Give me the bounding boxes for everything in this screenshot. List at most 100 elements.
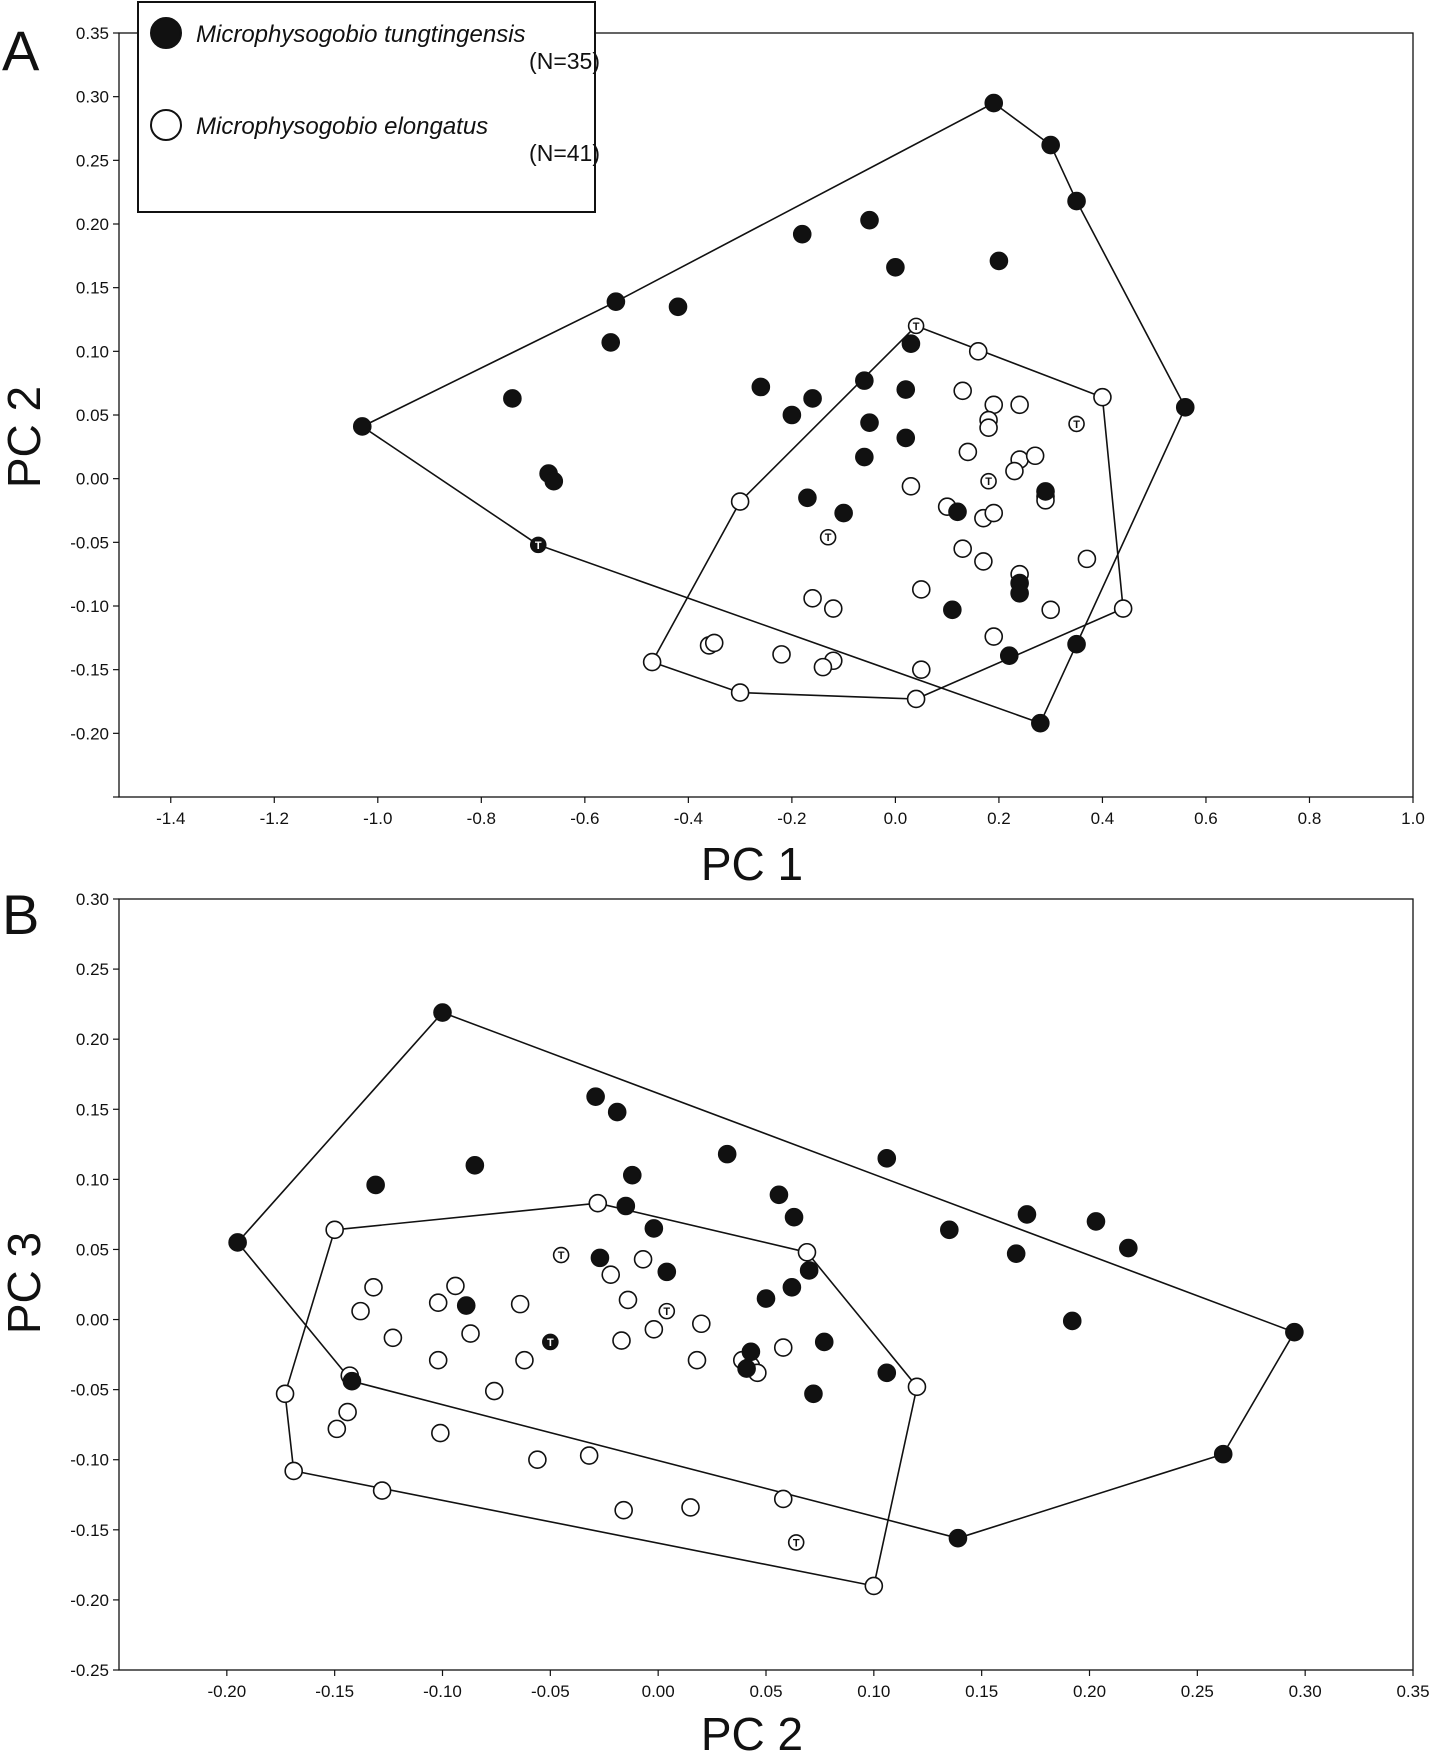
data-point-open: [803, 589, 822, 608]
data-point-filled: [814, 1332, 834, 1352]
data-point-filled: [751, 377, 771, 397]
data-point-filled: [1062, 1311, 1082, 1331]
x-tick-label: -0.20: [207, 1682, 246, 1701]
y-tick-label: 0.30: [76, 88, 109, 107]
y-tick-label: 0.20: [76, 1030, 109, 1049]
data-point-open: [1093, 387, 1112, 407]
data-point-filled: [544, 471, 564, 491]
data-point-filled: [1017, 1205, 1037, 1224]
data-point-filled: [1031, 713, 1050, 733]
data-point-filled: [503, 389, 522, 408]
y-tick-label: -0.25: [70, 1661, 109, 1680]
data-point-filled: [741, 1342, 761, 1362]
data-point-filled: [877, 1149, 897, 1168]
data-point-filled: [943, 600, 962, 620]
y-tick-label: 0.00: [76, 1311, 109, 1330]
data-point-open: [431, 1423, 450, 1443]
data-point-filled: [465, 1156, 485, 1175]
x-axis-title: PC 2: [701, 1708, 803, 1751]
type-specimen-label: T: [825, 532, 832, 544]
y-tick-label: 0.20: [76, 215, 109, 234]
y-tick-label: -0.20: [70, 1591, 109, 1610]
data-point-open: [351, 1301, 370, 1321]
type-specimen-point-open: [552, 1246, 570, 1264]
data-point-filled: [622, 1165, 642, 1185]
data-point-open: [515, 1350, 534, 1370]
x-tick-label: -0.15: [315, 1682, 354, 1701]
data-point-open: [958, 442, 978, 462]
data-point-filled: [769, 1185, 789, 1205]
data-point-filled: [657, 1262, 677, 1282]
data-point-open: [907, 1377, 927, 1397]
data-point-open: [325, 1220, 344, 1240]
data-point-open: [601, 1265, 621, 1284]
type-specimen-point-open: [907, 317, 925, 335]
data-point-open: [364, 1278, 383, 1297]
data-point-open: [979, 418, 998, 438]
panel-a: A -1.4 -1.2 -1.0 -0.8 -0.6 -0.4 -0.2 0.0 0.2 0.4 0.…: [0, 1, 1425, 890]
type-specimen-point-open: [1068, 415, 1085, 433]
x-tick-label: -0.2: [777, 809, 806, 828]
data-point-open: [730, 492, 750, 511]
x-tick-label: 0.0: [884, 809, 908, 828]
data-point-filled: [1010, 583, 1029, 603]
data-point-open: [1113, 599, 1133, 618]
hull-tungtingensis: [236, 1011, 1296, 1539]
type-specimen-point-open: [787, 1534, 805, 1551]
data-point-open: [614, 1500, 633, 1520]
data-point-open: [823, 599, 843, 618]
data-point-filled: [601, 333, 621, 352]
data-point-open: [618, 1290, 638, 1310]
data-point-filled: [792, 224, 812, 244]
data-point-filled: [798, 488, 817, 508]
data-point-filled: [860, 210, 879, 230]
hull-elongatus: [651, 325, 1124, 700]
data-point-open: [1041, 600, 1060, 620]
type-specimen-point-open: [819, 528, 837, 546]
y-tick-label: 0.35: [76, 24, 109, 43]
y-tick-label: 0.15: [76, 279, 109, 298]
data-point-filled: [999, 646, 1019, 665]
data-point-open: [864, 1576, 884, 1596]
legend-species-name: Microphysogobio elongatus: [196, 113, 488, 140]
data-point-open: [1077, 549, 1097, 569]
data-point-open: [953, 539, 972, 559]
panel-b: B -0.20 -0.15 -0.10 -0.05 0.00 0.05 0.10 0.15 0.2…: [0, 883, 1430, 1751]
data-point-filled: [456, 1296, 476, 1315]
data-point-filled: [782, 405, 802, 425]
data-point-open: [428, 1350, 448, 1370]
y-tick-label: 0.00: [76, 470, 109, 489]
data-point-filled: [756, 1289, 776, 1308]
data-point-open: [275, 1384, 295, 1404]
data-point-open: [906, 689, 926, 709]
data-point-filled: [433, 1003, 452, 1022]
panel-letter: B: [2, 883, 39, 946]
data-point-open: [612, 1331, 631, 1350]
data-point-filled: [877, 1363, 897, 1383]
hull-elongatus: [284, 1202, 918, 1587]
data-point-open: [773, 1489, 793, 1509]
data-point-open: [797, 1242, 817, 1262]
data-point-filled: [1067, 634, 1086, 654]
y-tick-label: 0.10: [76, 342, 109, 361]
x-tick-label: 0.00: [642, 1682, 675, 1701]
x-tick-label: -0.10: [423, 1682, 462, 1701]
data-point-filled: [948, 502, 967, 522]
data-point-filled: [616, 1196, 636, 1216]
panel-letter: A: [2, 19, 40, 82]
hull-tungtingensis: [361, 102, 1187, 724]
plot-frame: [118, 898, 1414, 1671]
data-point-filled: [855, 447, 874, 467]
x-tick-label: -0.6: [570, 809, 599, 828]
data-point-open: [428, 1293, 448, 1313]
y-tick-label: 0.10: [76, 1170, 109, 1189]
type-specimen-label: T: [1073, 419, 1080, 431]
data-point-filled: [1036, 482, 1055, 501]
data-point-filled: [860, 413, 879, 432]
data-point-open: [1005, 461, 1024, 481]
data-point-filled: [886, 257, 905, 277]
y-tick-label: -0.05: [70, 1381, 109, 1400]
data-point-open: [327, 1419, 347, 1439]
data-point-open: [687, 1350, 707, 1370]
